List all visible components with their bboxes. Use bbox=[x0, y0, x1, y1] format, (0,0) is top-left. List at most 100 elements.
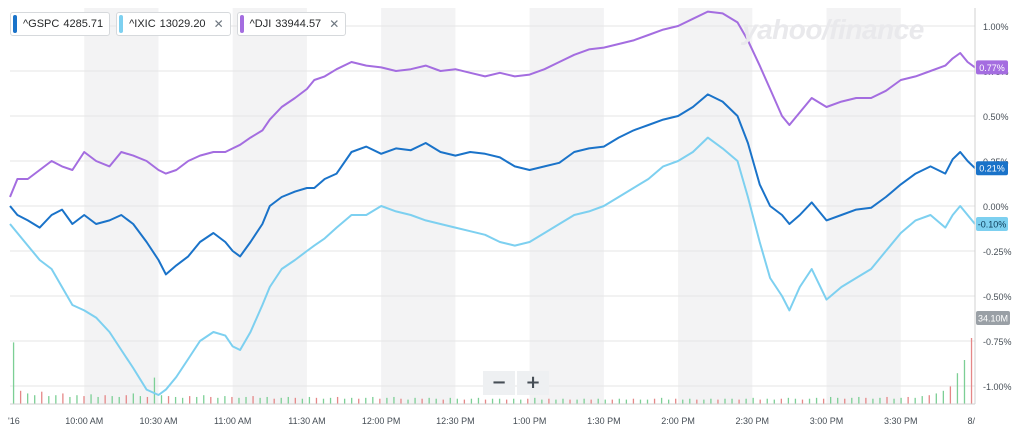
volume-bar bbox=[477, 397, 480, 404]
last-value-text: -0.10% bbox=[978, 220, 1007, 230]
y-tick-label: 1.00% bbox=[983, 22, 1009, 32]
x-tick-label: 12:00 PM bbox=[362, 416, 401, 426]
series-line-ixic bbox=[9, 136, 976, 396]
legend: ^GSPC 4285.71 ^IXIC 13029.20 ✕ ^DJI 3394… bbox=[10, 12, 347, 36]
volume-bar bbox=[611, 399, 613, 404]
volume-bar bbox=[738, 399, 740, 404]
volume-bar bbox=[449, 397, 451, 404]
volume-bar bbox=[174, 396, 177, 404]
zoom-in-button[interactable]: + bbox=[517, 371, 549, 395]
volume-bar bbox=[787, 397, 790, 404]
legend-symbol: ^GSPC bbox=[23, 18, 60, 30]
volume-bar bbox=[27, 393, 29, 404]
volume-bar bbox=[956, 373, 959, 404]
volume-bar bbox=[872, 398, 874, 404]
volume-bar bbox=[801, 399, 804, 404]
volume-bar bbox=[963, 360, 966, 404]
series-line-dji bbox=[9, 10, 976, 198]
volume-bar bbox=[970, 338, 973, 404]
volume-bar bbox=[618, 398, 620, 404]
zoom-controls: − + bbox=[483, 371, 549, 395]
volume-bar bbox=[632, 398, 635, 404]
volume-bar bbox=[435, 398, 437, 404]
volume-bar bbox=[372, 396, 374, 404]
volume-bar bbox=[400, 398, 402, 404]
volume-bar bbox=[301, 398, 304, 404]
volume-bar bbox=[865, 397, 867, 404]
x-tick-label: 10:30 AM bbox=[139, 416, 177, 426]
volume-bar bbox=[442, 399, 444, 404]
volume-bar bbox=[210, 396, 212, 404]
volume-bar bbox=[851, 397, 853, 404]
volume-bar bbox=[886, 396, 888, 404]
volume-bar bbox=[703, 399, 705, 404]
volume-bar bbox=[548, 398, 550, 404]
volume-bar bbox=[491, 398, 494, 404]
volume-bar bbox=[942, 390, 945, 404]
volume-bar bbox=[520, 399, 522, 404]
volume-bar bbox=[238, 397, 240, 404]
volume-bar bbox=[336, 396, 339, 404]
volume-bar bbox=[343, 398, 346, 404]
legend-symbol: ^DJI bbox=[249, 18, 272, 30]
volume-bar bbox=[358, 398, 360, 404]
volume-bar bbox=[231, 396, 233, 404]
volume-bar bbox=[555, 399, 557, 404]
volume-bar bbox=[160, 395, 163, 404]
volume-bar bbox=[484, 399, 487, 404]
volume-bar bbox=[675, 398, 677, 404]
legend-chip-gspc[interactable]: ^GSPC 4285.71 bbox=[10, 12, 111, 36]
legend-chip-ixic[interactable]: ^IXIC 13029.20 ✕ bbox=[116, 12, 231, 36]
zoom-out-button[interactable]: − bbox=[483, 371, 515, 395]
volume-bar bbox=[12, 342, 15, 404]
volume-bar bbox=[808, 398, 811, 404]
close-icon[interactable]: ✕ bbox=[213, 17, 224, 31]
volume-bar bbox=[118, 396, 120, 404]
volume-bar bbox=[660, 397, 663, 404]
volume-bars bbox=[12, 338, 973, 404]
last-value-labels: 0.21% -0.10% 0.77% 34.10M bbox=[976, 60, 1010, 325]
volume-bar bbox=[949, 386, 952, 404]
volume-bar bbox=[717, 399, 719, 404]
volume-bar bbox=[844, 398, 846, 404]
volume-bar bbox=[41, 391, 43, 404]
volume-bar bbox=[111, 396, 113, 404]
volume-bar bbox=[837, 397, 839, 404]
close-icon[interactable]: ✕ bbox=[329, 17, 340, 31]
volume-bar bbox=[667, 399, 670, 404]
volume-bar bbox=[527, 398, 529, 404]
volume-bar bbox=[414, 397, 416, 404]
volume-bar bbox=[597, 398, 599, 404]
volume-bar bbox=[287, 396, 289, 404]
yahoo-finance-logo: yahoo/finance bbox=[742, 14, 924, 45]
volume-bar bbox=[379, 398, 381, 404]
volume-bar bbox=[428, 397, 430, 404]
x-axis: '16 10:00 AM 10:30 AM 11:00 AM 11:30 AM 12:00… bbox=[8, 403, 975, 426]
legend-symbol: ^IXIC bbox=[129, 18, 156, 30]
volume-bar bbox=[181, 397, 184, 404]
volume-bar bbox=[935, 393, 937, 404]
volume-bar bbox=[407, 399, 409, 404]
x-tick-label: 8/ bbox=[967, 416, 975, 426]
volume-bar bbox=[252, 396, 254, 404]
legend-swatch bbox=[13, 15, 17, 33]
volume-bar bbox=[456, 398, 458, 404]
volume-bar bbox=[386, 397, 388, 404]
volume-bar bbox=[19, 390, 22, 404]
volume-bar bbox=[97, 396, 99, 404]
volume-bar bbox=[55, 395, 57, 404]
volume-label: 34.10M bbox=[978, 314, 1008, 324]
volume-bar bbox=[914, 397, 916, 404]
volume-bar bbox=[724, 398, 726, 404]
x-tick-label: 1:30 PM bbox=[587, 416, 621, 426]
volume-bar bbox=[393, 396, 395, 404]
volume-bar bbox=[759, 399, 761, 404]
last-value-text: 0.21% bbox=[979, 164, 1005, 174]
x-tick-label: 2:00 PM bbox=[661, 416, 695, 426]
volume-bar bbox=[62, 393, 64, 404]
legend-chip-dji[interactable]: ^DJI 33944.57 ✕ bbox=[236, 12, 347, 36]
x-tick-label: '16 bbox=[8, 416, 20, 426]
volume-bar bbox=[569, 399, 571, 404]
x-tick-label: 11:00 AM bbox=[214, 416, 251, 426]
volume-bar bbox=[780, 398, 782, 404]
